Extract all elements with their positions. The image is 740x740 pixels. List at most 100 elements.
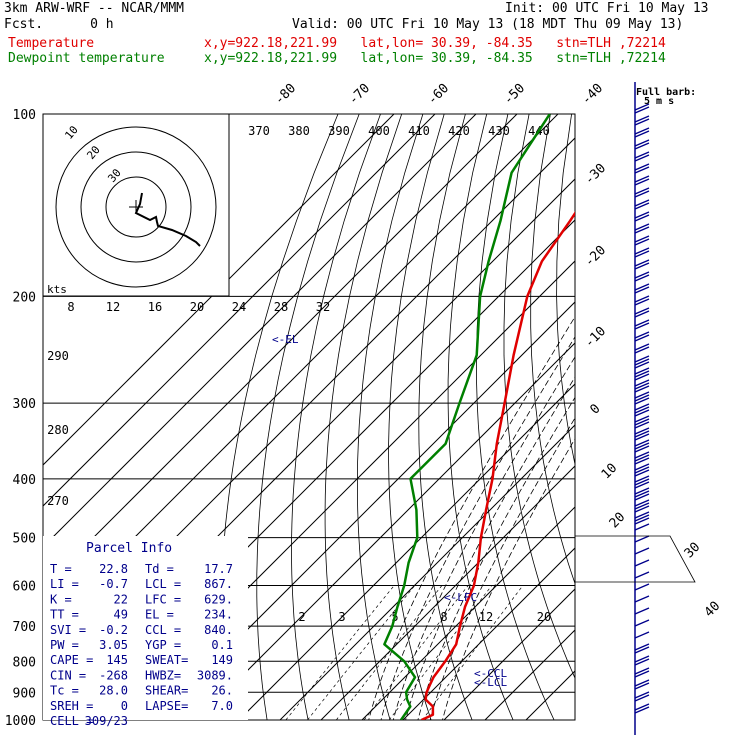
wind-barb bbox=[634, 583, 650, 591]
mixing-ratio-line bbox=[336, 585, 443, 720]
barb-guide bbox=[574, 535, 696, 583]
wind-barb bbox=[634, 259, 650, 267]
wind-barb bbox=[634, 397, 650, 405]
wind-barb bbox=[634, 139, 650, 147]
wind-barb bbox=[634, 667, 650, 675]
wind-barb bbox=[634, 295, 650, 303]
mixing-ratio-line bbox=[307, 585, 415, 720]
isotherm bbox=[156, 301, 575, 720]
dry-adiabat bbox=[418, 114, 473, 720]
wind-barb bbox=[634, 235, 650, 243]
wind-barb bbox=[634, 142, 650, 150]
forecast-hour: Fcst. 0 h bbox=[4, 17, 114, 32]
wind-barb bbox=[634, 283, 650, 291]
wind-barb bbox=[634, 694, 650, 702]
isotherm-label: -40 bbox=[579, 81, 606, 108]
isotherm-label: 30 bbox=[682, 540, 704, 562]
parcel-value: 22 bbox=[114, 592, 128, 606]
wind-barb bbox=[634, 190, 650, 198]
pressure-label-600: 600 bbox=[13, 580, 36, 595]
dry-adiabat bbox=[530, 114, 575, 585]
dry-adiabat bbox=[388, 114, 445, 720]
dry-adiabat bbox=[607, 114, 740, 733]
wind-barb bbox=[634, 274, 650, 282]
ccl-marker: <-CCL bbox=[474, 667, 507, 680]
plot-border bbox=[42, 113, 576, 721]
wind-barb bbox=[634, 334, 650, 342]
wind-barb bbox=[634, 463, 650, 471]
wind-barb bbox=[634, 658, 650, 666]
hodo-ring bbox=[55, 126, 217, 288]
parcel-label: Td = bbox=[145, 562, 174, 576]
isotherm-label: 10 bbox=[599, 461, 621, 483]
wind-barb bbox=[634, 385, 650, 393]
dry-adiabat bbox=[476, 114, 555, 720]
wind-barb bbox=[634, 118, 650, 126]
wind-barb bbox=[634, 151, 650, 159]
dry-adiabat bbox=[654, 114, 740, 733]
wind-barb bbox=[634, 475, 650, 483]
parcel-value: 22.8 bbox=[99, 562, 128, 576]
wind-barb bbox=[634, 523, 650, 531]
parcel-value: 17.7 bbox=[204, 562, 233, 576]
wind-barb bbox=[634, 478, 650, 486]
parcel-value: 867. bbox=[204, 577, 233, 591]
theta-side-label: 270 bbox=[47, 494, 69, 508]
isotherm bbox=[525, 670, 575, 720]
wind-barb bbox=[634, 130, 650, 138]
wind-barb bbox=[634, 115, 650, 123]
isotherm bbox=[320, 465, 575, 720]
moist-adiabat bbox=[368, 316, 575, 720]
wind-barb bbox=[634, 433, 650, 441]
dry-adiabat bbox=[676, 114, 740, 733]
mixing-ratio-label: 12 bbox=[479, 610, 493, 624]
wind-barb bbox=[634, 703, 650, 711]
wind-barb bbox=[634, 643, 650, 651]
wind-barb bbox=[634, 442, 650, 450]
wind-barb bbox=[634, 370, 650, 378]
theta-label: 410 bbox=[408, 124, 430, 138]
wind-barb bbox=[634, 454, 650, 462]
parcel-value: -268 bbox=[99, 668, 128, 682]
wind-barb bbox=[634, 178, 650, 186]
wind-barb bbox=[634, 493, 650, 501]
wind-barb bbox=[634, 418, 650, 426]
parcel-label: HWBZ= bbox=[145, 668, 181, 682]
wind-barb bbox=[634, 262, 650, 270]
moist-adiabat bbox=[405, 376, 575, 720]
isotherm bbox=[43, 114, 436, 507]
moist-adiabat bbox=[429, 417, 575, 720]
hodo-speed-label: 32 bbox=[316, 300, 330, 314]
pressure-label-700: 700 bbox=[13, 620, 36, 635]
wind-barb bbox=[634, 505, 650, 513]
isotherm-label: -60 bbox=[425, 81, 452, 108]
model-title: 3km ARW-WRF -- NCAR/MMM bbox=[4, 1, 185, 16]
wind-barb bbox=[634, 430, 650, 438]
mixing-ratio-line bbox=[363, 585, 469, 720]
dewpoint-legend-label: Dewpoint temperature bbox=[8, 51, 165, 66]
wind-barb bbox=[634, 670, 650, 678]
wind-barb bbox=[634, 457, 650, 465]
dry-adiabat bbox=[256, 114, 360, 720]
wind-barb bbox=[634, 361, 650, 369]
wind-barb bbox=[634, 445, 650, 453]
isotherm bbox=[402, 547, 575, 720]
wind-barb bbox=[634, 238, 650, 246]
theta-label: 430 bbox=[488, 124, 510, 138]
lfc-marker: <-LFC bbox=[444, 591, 477, 604]
theta-label: 380 bbox=[288, 124, 310, 138]
mixing-ratio-label: 3 bbox=[338, 610, 345, 624]
wind-barb bbox=[634, 154, 650, 162]
parcel-label: LAPSE= bbox=[145, 699, 188, 713]
parcel-value: 7.0 bbox=[211, 699, 233, 713]
pressure-label-1000: 1000 bbox=[5, 714, 36, 729]
wind-barb bbox=[634, 631, 650, 639]
wind-barb bbox=[634, 679, 650, 687]
hodo-speed-label: 12 bbox=[106, 300, 120, 314]
wind-barb bbox=[634, 322, 650, 330]
pressure-label-400: 400 bbox=[13, 473, 36, 488]
diagram-frame bbox=[42, 113, 576, 721]
wind-barb bbox=[634, 511, 650, 519]
